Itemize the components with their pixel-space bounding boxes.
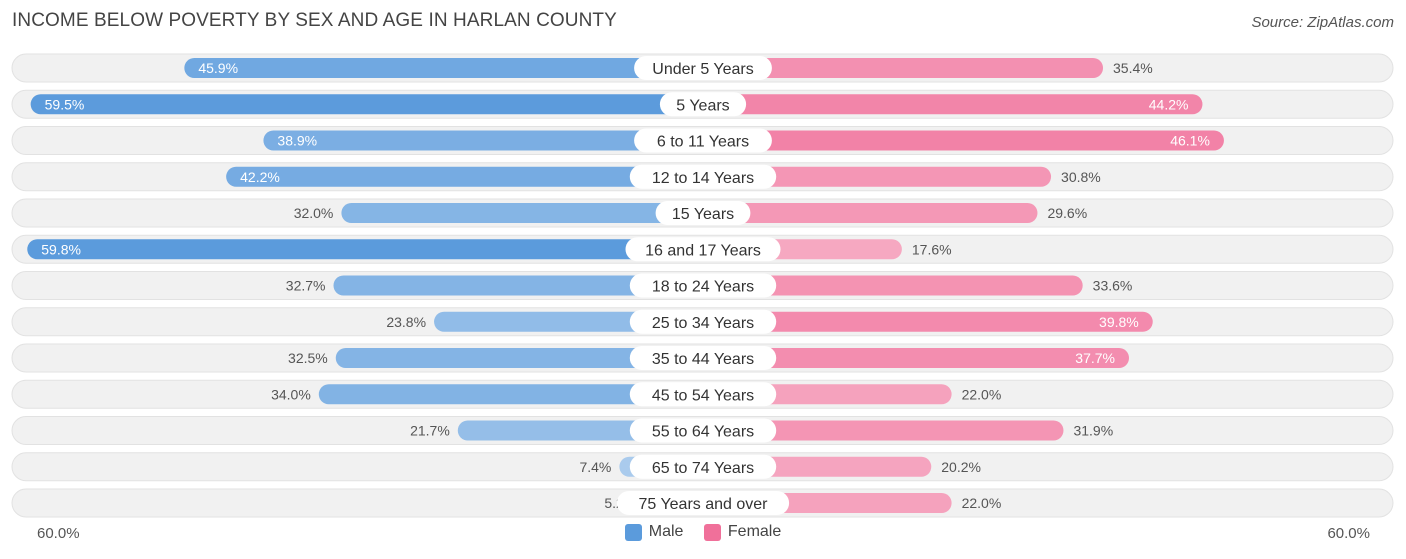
axis-left-label: 60.0% [37,525,80,542]
female-bar [703,420,1064,441]
row-11: 7.4% 20.2% 65 to 74 Years [11,452,1394,482]
category-label: 12 to 14 Years [652,170,754,187]
row-0: 45.9% 35.4% Under 5 Years [11,53,1394,83]
legend: Male Female [0,523,1406,546]
female-value-label: 22.0% [962,386,1002,402]
male-value-label: 23.8% [386,314,426,330]
female-value-label: 30.8% [1061,169,1101,185]
category-pill [629,418,777,443]
male-value-label: 59.8% [41,241,81,257]
row-1: 59.5% 44.2% 5 Years [11,89,1394,119]
row-7: 23.8% 39.8% 25 to 34 Years [11,307,1394,337]
category-label: 6 to 11 Years [657,134,749,151]
male-value-label: 59.5% [45,96,85,112]
category-label: 18 to 24 Years [652,279,754,296]
male-bar [27,239,703,260]
male-bar [30,94,703,115]
row-6: 32.7% 33.6% 18 to 24 Years [11,271,1394,300]
axis-right-label: 60.0% [1327,525,1370,542]
category-label: 55 to 64 Years [652,424,754,441]
category-pill [655,201,751,225]
row-9: 34.0% 22.0% 45 to 54 Years [11,379,1394,409]
male-value-label: 7.4% [579,459,611,475]
female-bar [703,203,1038,223]
male-value-label: 38.9% [277,133,317,149]
category-pill [629,382,777,407]
category-pill [629,273,777,298]
row-2: 38.9% 46.1% 6 to 11 Years [11,126,1394,155]
row-10: 21.7% 31.9% 55 to 64 Years [11,416,1394,445]
row-5: 59.8% 17.6% 16 and 17 Years [11,234,1394,264]
male-value-label: 21.7% [410,423,450,439]
row-4: 32.0% 29.6% 15 Years [11,198,1394,228]
category-pill [659,92,747,117]
female-bar [703,94,1203,115]
female-bar [703,166,1052,187]
category-pill [634,56,772,80]
legend-swatch-male [624,523,642,541]
male-bar [263,130,703,151]
female-value-label: 35.4% [1113,60,1153,76]
male-bar [333,275,703,296]
legend-swatch-female [703,523,721,541]
male-bar [184,58,703,78]
category-label: 16 and 17 Years [645,242,761,259]
category-label: 5 Years [676,97,729,114]
male-value-label: 45.9% [198,60,238,76]
legend-label-female: Female [727,523,782,540]
female-bar [703,130,1224,151]
category-label: 65 to 74 Years [652,460,754,477]
female-value-label: 33.6% [1093,278,1133,294]
female-value-label: 17.6% [912,241,952,257]
female-value-label: 31.9% [1073,423,1113,439]
female-value-label: 20.2% [941,459,981,475]
male-bar [226,166,703,187]
female-bar [703,58,1104,78]
male-value-label: 32.0% [294,205,334,221]
category-label: 45 to 54 Years [652,387,754,404]
category-label: 15 Years [672,206,734,223]
category-pill [629,164,777,189]
legend-item-male: Male [624,523,684,541]
female-bar [703,348,1130,368]
male-bar [318,384,703,405]
category-pill [616,491,790,515]
category-pill [634,128,772,153]
legend-item-female: Female [703,523,782,541]
female-value-label: 39.8% [1099,314,1139,330]
female-value-label: 46.1% [1170,133,1210,149]
category-pill [629,454,777,479]
category-label: 25 to 34 Years [652,315,754,332]
diverging-bar-chart: 45.9% 35.4% Under 5 Years 59.5% 44.2% 5 Years… [11,53,1394,518]
female-bar [703,311,1153,332]
chart-title: INCOME BELOW POVERTY BY SEX AND AGE IN H… [12,10,617,31]
female-value-label: 22.0% [962,495,1002,511]
male-bar [341,203,703,223]
male-value-label: 42.2% [240,169,280,185]
male-value-label: 32.5% [288,350,328,366]
category-pill [625,237,781,262]
female-bar [703,275,1083,296]
row-8: 32.5% 37.7% 35 to 44 Years [11,343,1394,373]
male-bar [335,348,703,368]
category-pill [629,309,777,334]
male-value-label: 34.0% [271,386,311,402]
male-value-label: 32.7% [286,278,326,294]
female-value-label: 29.6% [1047,205,1087,221]
source-note: Source: ZipAtlas.com [1251,14,1394,31]
category-label: 75 Years and over [639,496,769,513]
row-12: 5.2%22.0%75 Years and over [11,488,1394,518]
category-pill [629,346,777,370]
legend-label-male: Male [648,523,684,540]
category-label: 35 to 44 Years [652,351,754,368]
female-value-label: 44.2% [1149,96,1189,112]
row-3: 42.2% 30.8% 12 to 14 Years [11,162,1394,192]
category-label: Under 5 Years [652,61,753,78]
female-value-label: 37.7% [1075,350,1115,366]
